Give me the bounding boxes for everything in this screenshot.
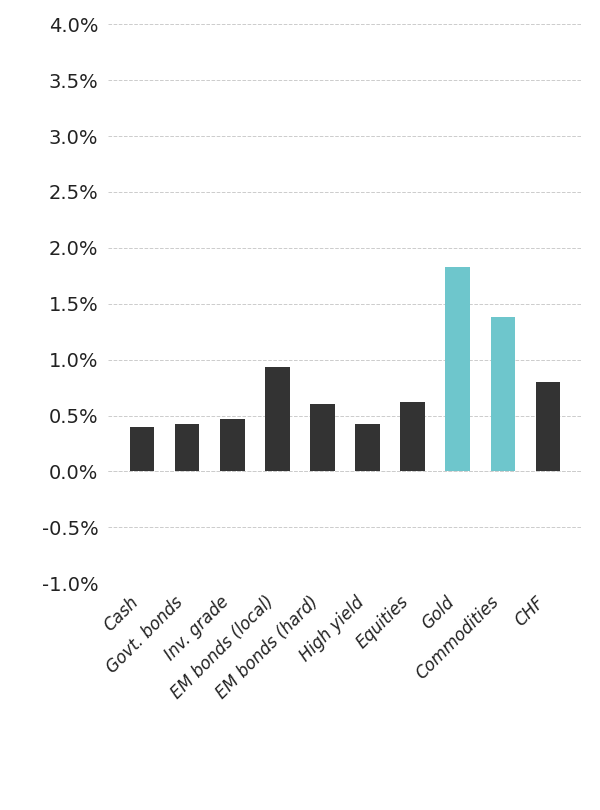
Bar [175,424,199,471]
Bar [130,427,154,471]
Bar [445,266,470,471]
Bar [491,318,515,471]
Bar [310,404,335,471]
Bar [265,368,290,471]
Bar [355,424,380,471]
Bar [220,419,245,471]
Bar [400,402,425,471]
Bar [536,382,560,471]
